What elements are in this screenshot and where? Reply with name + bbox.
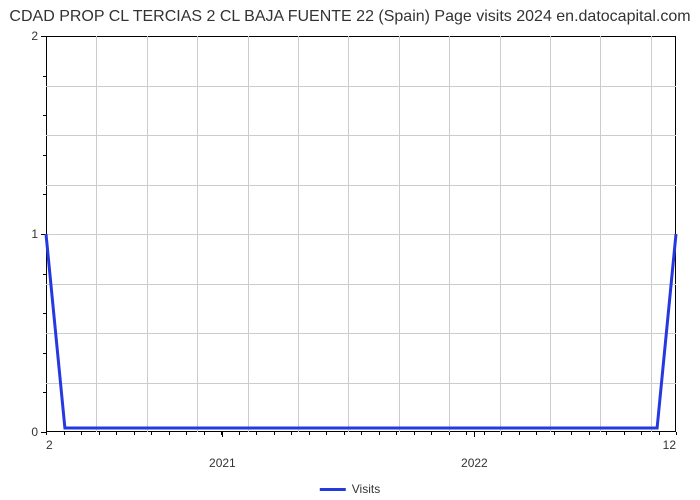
y-axis-label: 1 xyxy=(31,227,38,241)
x-minor-tick xyxy=(256,432,257,435)
x-minor-tick xyxy=(641,432,642,435)
x-tick xyxy=(222,432,223,437)
x-minor-tick xyxy=(536,432,537,435)
x-minor-tick xyxy=(81,432,82,435)
x-minor-tick xyxy=(116,432,117,435)
legend: Visits xyxy=(320,482,380,496)
x-minor-tick xyxy=(676,432,677,435)
x-minor-tick xyxy=(239,432,240,435)
series-line-svg xyxy=(46,36,676,432)
x-minor-tick xyxy=(151,432,152,435)
x-tick xyxy=(474,432,475,437)
y-axis-label: 2 xyxy=(31,29,38,43)
x-minor-tick xyxy=(624,432,625,435)
x-minor-tick xyxy=(431,432,432,435)
x-minor-tick xyxy=(169,432,170,435)
x-minor-tick xyxy=(186,432,187,435)
x-minor-tick xyxy=(134,432,135,435)
x-minor-tick xyxy=(204,432,205,435)
x-minor-tick xyxy=(274,432,275,435)
x-minor-tick xyxy=(396,432,397,435)
x-minor-tick xyxy=(379,432,380,435)
x-minor-tick xyxy=(64,432,65,435)
x-minor-tick xyxy=(449,432,450,435)
x-minor-tick xyxy=(571,432,572,435)
x-minor-tick xyxy=(519,432,520,435)
y-axis-label: 0 xyxy=(31,425,38,439)
legend-label: Visits xyxy=(352,482,380,496)
x-minor-tick xyxy=(344,432,345,435)
x-axis-label: 2021 xyxy=(209,456,236,470)
series-visits-line xyxy=(46,234,676,428)
legend-swatch xyxy=(320,488,346,491)
x-corner-left-label: 2 xyxy=(46,438,53,452)
x-minor-tick xyxy=(99,432,100,435)
chart-container: CDAD PROP CL TERCIAS 2 CL BAJA FUENTE 22… xyxy=(0,0,700,500)
x-minor-tick xyxy=(414,432,415,435)
x-minor-tick xyxy=(659,432,660,435)
x-minor-tick xyxy=(291,432,292,435)
x-minor-tick xyxy=(326,432,327,435)
x-axis-label: 2022 xyxy=(461,456,488,470)
x-minor-tick xyxy=(554,432,555,435)
plot-area: 01220212022212 xyxy=(46,36,676,432)
x-minor-tick xyxy=(46,432,47,435)
x-minor-tick xyxy=(589,432,590,435)
x-minor-tick xyxy=(466,432,467,435)
x-minor-tick xyxy=(309,432,310,435)
x-minor-tick xyxy=(484,432,485,435)
chart-title: CDAD PROP CL TERCIAS 2 CL BAJA FUENTE 22… xyxy=(0,0,700,32)
x-minor-tick xyxy=(221,432,222,435)
x-corner-right-label: 12 xyxy=(663,438,676,452)
x-minor-tick xyxy=(606,432,607,435)
x-minor-tick xyxy=(361,432,362,435)
x-minor-tick xyxy=(501,432,502,435)
